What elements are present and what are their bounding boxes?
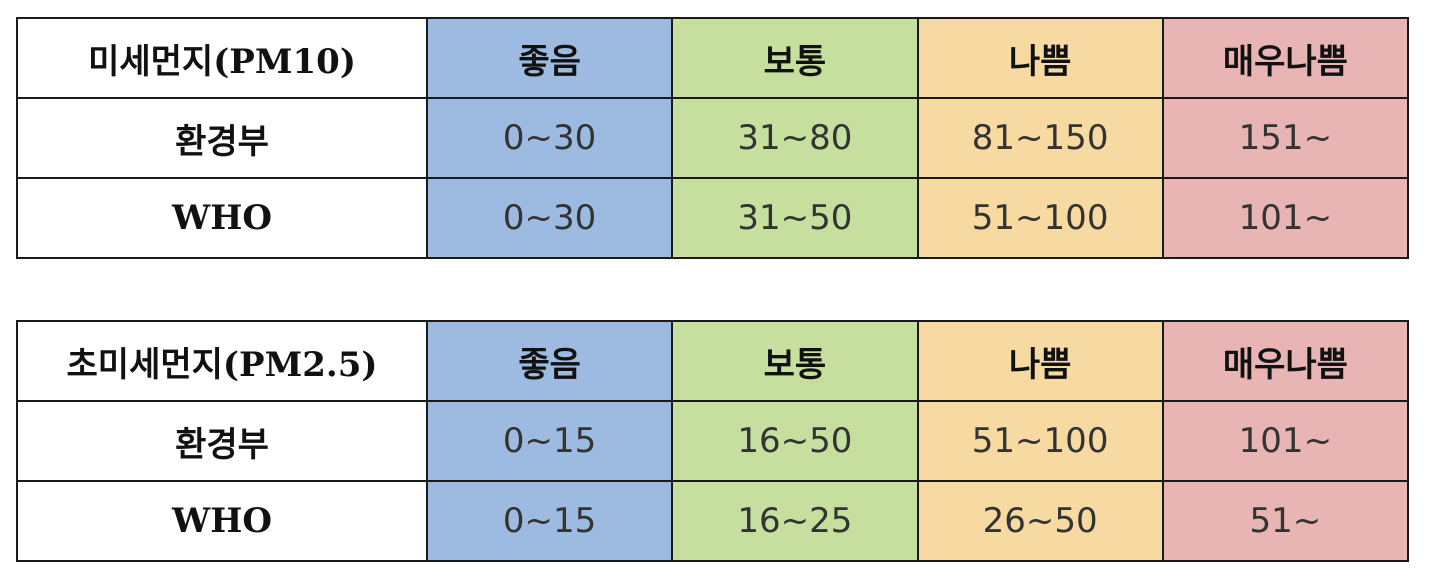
value-very-bad: 51~ <box>1161 480 1410 562</box>
row-label-who: WHO <box>16 177 428 259</box>
value-very-bad: 101~ <box>1161 177 1410 259</box>
value-normal: 31~80 <box>671 97 919 179</box>
value-normal: 16~50 <box>671 400 919 482</box>
table-title-pm10: 미세먼지(PM10) <box>16 17 428 99</box>
table-row: 환경부 0~15 16~50 51~100 101~ <box>16 400 1410 482</box>
header-good: 좋음 <box>425 320 674 402</box>
header-very-bad: 매우나쁨 <box>1161 320 1410 402</box>
value-very-bad: 101~ <box>1161 400 1410 482</box>
header-normal: 보통 <box>671 17 919 99</box>
value-good: 0~15 <box>425 400 674 482</box>
header-very-bad: 매우나쁨 <box>1161 17 1410 99</box>
header-good: 좋음 <box>425 17 674 99</box>
value-good: 0~15 <box>425 480 674 562</box>
pm25-table: 초미세먼지(PM2.5) 좋음 보통 나쁨 매우나쁨 환경부 0~15 16~5… <box>16 320 1410 562</box>
header-bad: 나쁨 <box>916 320 1164 402</box>
table-header-row: 미세먼지(PM10) 좋음 보통 나쁨 매우나쁨 <box>16 17 1410 99</box>
header-bad: 나쁨 <box>916 17 1164 99</box>
value-bad: 51~100 <box>916 177 1164 259</box>
value-very-bad: 151~ <box>1161 97 1410 179</box>
table-title-pm25: 초미세먼지(PM2.5) <box>16 320 428 402</box>
value-bad: 51~100 <box>916 400 1164 482</box>
table-row: WHO 0~30 31~50 51~100 101~ <box>16 177 1410 259</box>
value-bad: 26~50 <box>916 480 1164 562</box>
table-header-row: 초미세먼지(PM2.5) 좋음 보통 나쁨 매우나쁨 <box>16 320 1410 402</box>
table-row: WHO 0~15 16~25 26~50 51~ <box>16 480 1410 562</box>
header-normal: 보통 <box>671 320 919 402</box>
row-label-who: WHO <box>16 480 428 562</box>
value-good: 0~30 <box>425 177 674 259</box>
value-good: 0~30 <box>425 97 674 179</box>
value-normal: 31~50 <box>671 177 919 259</box>
row-label-ministry: 환경부 <box>16 97 428 179</box>
row-label-ministry: 환경부 <box>16 400 428 482</box>
table-row: 환경부 0~30 31~80 81~150 151~ <box>16 97 1410 179</box>
value-bad: 81~150 <box>916 97 1164 179</box>
value-normal: 16~25 <box>671 480 919 562</box>
pm10-table: 미세먼지(PM10) 좋음 보통 나쁨 매우나쁨 환경부 0~30 31~80 … <box>16 17 1410 259</box>
